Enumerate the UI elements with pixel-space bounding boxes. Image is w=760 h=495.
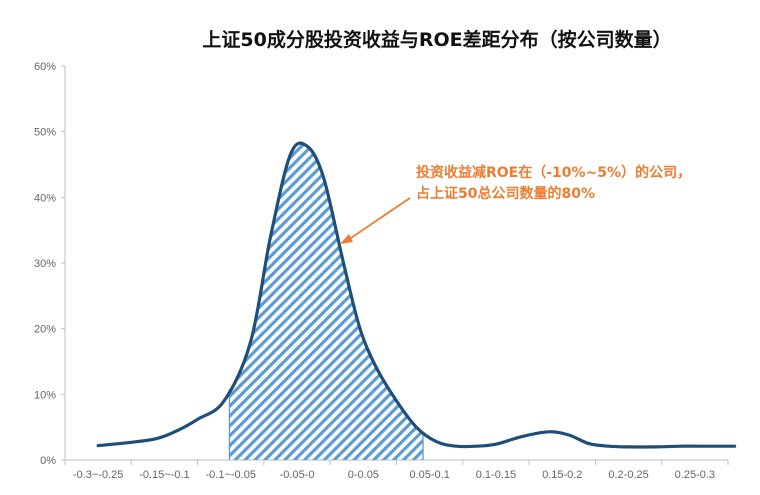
x-tick-label: -0.1~-0.05 (206, 469, 256, 481)
y-tick-label: 0% (40, 455, 56, 467)
y-tick-label: 10% (34, 389, 56, 401)
x-tick-label: 0.15-0.2 (542, 469, 582, 481)
distribution-curve (96, 141, 737, 449)
annotation-arrowhead (340, 234, 353, 244)
y-tick-label: 50% (34, 127, 56, 139)
annotation: 投资收益减ROE在（-10%~5%）的公司， 占上证50总公司数量的80% (340, 164, 691, 244)
x-tick-label: 0.2-0.25 (608, 469, 648, 481)
x-axis: -0.3~-0.25 -0.15~-0.1 -0.1~-0.05 -0.05-0 0-0… (64, 459, 729, 481)
y-tick-label: 30% (34, 258, 56, 270)
chart-title: 上证50成分股投资收益与ROE差距分布（按公司数量） (202, 28, 671, 51)
annotation-line-1: 投资收益减ROE在（-10%~5%）的公司， (416, 164, 691, 181)
y-axis: 0% 10% 20% 30% 40% 50% 60% (34, 61, 66, 467)
x-tick-label: 0.1-0.15 (476, 469, 516, 481)
annotation-arrow-line (347, 197, 411, 241)
x-tick-label: 0-0.05 (348, 469, 379, 481)
annotation-line-2: 占上证50总公司数量的80% (416, 185, 595, 202)
x-tick-label: -0.15~-0.1 (139, 469, 189, 481)
plot-area (96, 141, 737, 460)
x-tick-label: -0.3~-0.25 (73, 469, 123, 481)
highlight-hatched-area (229, 143, 424, 460)
y-tick-label: 20% (34, 324, 56, 336)
x-tick-label: -0.05-0 (280, 469, 315, 481)
x-tick-label: 0.05-0.1 (409, 469, 449, 481)
y-tick-label: 60% (34, 61, 56, 73)
y-tick-label: 40% (34, 192, 56, 204)
x-tick-label: 0.25-0.3 (675, 469, 715, 481)
